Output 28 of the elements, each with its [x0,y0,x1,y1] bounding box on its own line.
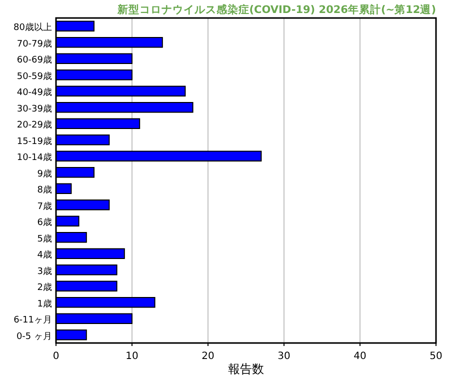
x-axis-title: 報告数 [228,362,264,376]
y-tick-label: 40-49歳 [16,87,52,98]
y-tick-label: 6歳 [37,217,52,228]
y-tick-label: 7歳 [37,200,52,212]
y-tick-label: 5歳 [37,233,52,244]
x-tick-label: 40 [354,351,366,362]
y-tick-label: 30-39歳 [16,103,52,114]
y-tick-label: 50-59歳 [16,70,52,82]
y-tick-label: 3歳 [37,266,52,277]
y-tick-label: 1歳 [37,298,52,310]
y-tick-label: 0-5 ヶ月 [16,332,52,342]
y-tick-label: 6-11ヶ月 [14,316,52,326]
x-tick-label: 20 [202,351,214,362]
y-tick-label: 10-14歳 [16,152,52,164]
y-tick-label: 8歳 [37,184,52,196]
y-tick-label: 9歳 [37,168,52,180]
x-tick-label: 30 [278,351,290,362]
y-tick-label: 2歳 [37,282,52,294]
y-tick-label: 60-69歳 [16,54,52,66]
x-tick-label: 10 [126,351,138,362]
x-tick-label: 0 [52,351,60,362]
x-tick-label: 50 [430,351,442,362]
y-tick-label: 70-79歳 [16,38,52,50]
y-tick-label: 4歳 [37,250,52,261]
y-tick-label: 80歳以上 [14,22,52,34]
y-tick-label: 20-29歳 [16,120,52,131]
chart-title: 新型コロナウイルス感染症(COVID-19) 2026年累計(~第12週) [116,3,436,16]
y-tick-label: 15-19歳 [16,136,52,147]
